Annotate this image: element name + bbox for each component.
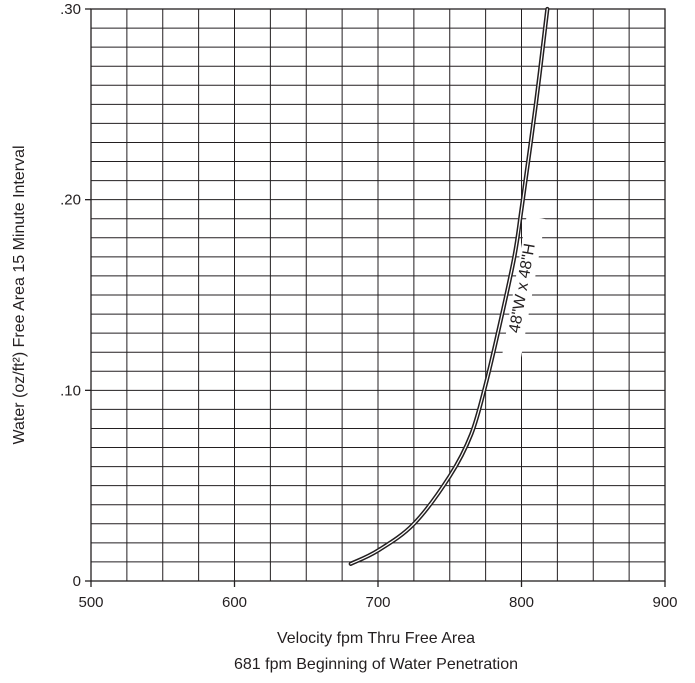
y-axis-title: Water (oz/ft²) Free Area 15 Minute Inter…: [11, 145, 28, 444]
x-axis-title: Velocity fpm Thru Free Area: [277, 630, 475, 647]
x-tick-label: 900: [652, 594, 677, 611]
y-tick-label: .20: [60, 192, 81, 209]
series-line-inner: [350, 8, 548, 565]
x-tick-label: 600: [222, 594, 247, 611]
series-layer: 48"W x 48"H: [348, 6, 550, 566]
grid-lines: [90, 8, 666, 582]
x-axis-subtitle: 681 fpm Beginning of Water Penetration: [234, 656, 518, 673]
axis-ticks: 500 600 700 800 900 0 .10 .20 .30: [60, 1, 677, 611]
x-tick-label: 800: [509, 594, 534, 611]
y-tick-label: 0: [73, 573, 81, 590]
x-tick-label: 500: [78, 594, 103, 611]
x-tick-label: 700: [365, 594, 390, 611]
series-annotation-label: 48"W x 48"H: [506, 242, 538, 334]
y-tick-label: .10: [60, 382, 81, 399]
series-annotation-bg: [501, 215, 546, 361]
y-tick-label: .30: [60, 1, 81, 18]
